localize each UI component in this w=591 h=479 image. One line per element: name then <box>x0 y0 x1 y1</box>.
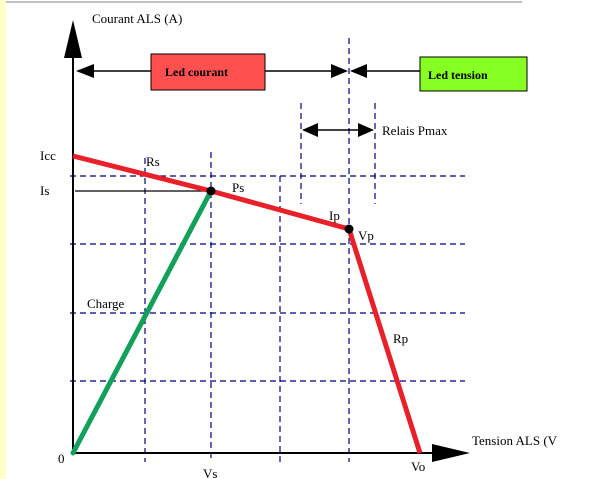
led-tension-box <box>419 56 528 92</box>
led-courant-label: Led courant <box>165 65 228 79</box>
x-axis-arrow-icon <box>432 444 470 462</box>
charge-load-line <box>70 188 214 456</box>
charge-label: Charge <box>87 296 125 311</box>
ps-label: Ps <box>232 180 244 195</box>
led-tension-left-arrow-icon <box>350 64 367 78</box>
rs-label: Rs <box>146 154 160 169</box>
y-axis-arrow-icon <box>64 20 82 58</box>
relais-left-arrow-icon <box>302 123 318 137</box>
vo-label: Vo <box>411 459 425 474</box>
vp-label: Vp <box>358 228 374 243</box>
relais-pmax-arrow <box>302 123 374 137</box>
led-courant-left-arrow-icon <box>76 64 94 78</box>
icc-label: Icc <box>40 148 56 163</box>
led-courant-box <box>150 53 266 91</box>
relais-pmax-label: Relais Pmax <box>382 123 448 138</box>
is-label: Is <box>40 183 49 198</box>
source-characteristic-curve <box>72 153 423 454</box>
led-tension-label: Led tension <box>428 68 488 82</box>
left-strip <box>0 0 6 479</box>
y-axis-label: Courant ALS (A) <box>92 11 182 26</box>
vs-label: Vs <box>203 466 217 479</box>
rp-label: Rp <box>393 331 408 346</box>
ip-label: Ip <box>329 208 340 223</box>
point-ps <box>206 186 216 196</box>
vertical-gridlines <box>144 38 376 462</box>
origin-label: 0 <box>58 451 65 466</box>
horizontal-gridlines <box>70 175 465 382</box>
point-vp <box>344 224 354 234</box>
led-courant-right-arrow-icon <box>331 64 348 78</box>
relais-right-arrow-icon <box>358 123 374 137</box>
x-axis-label: Tension ALS (V <box>472 433 558 448</box>
